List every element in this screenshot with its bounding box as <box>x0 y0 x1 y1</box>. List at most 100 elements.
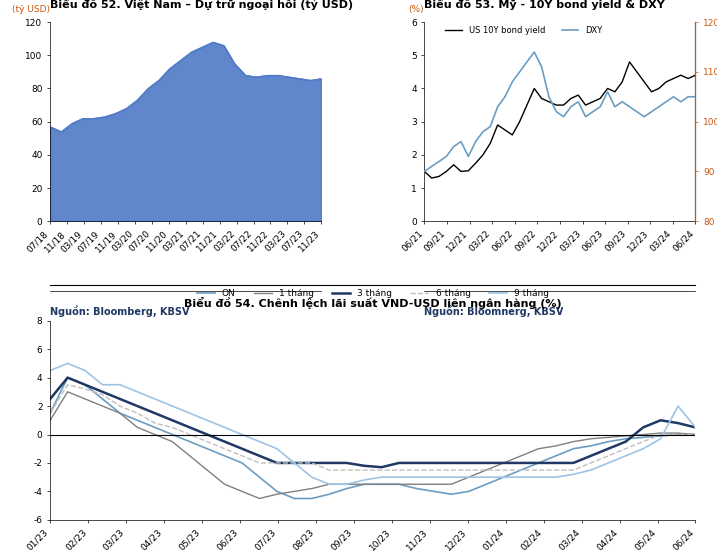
1 tháng <box>325 481 333 488</box>
9 tháng <box>151 395 159 402</box>
ON <box>412 485 421 492</box>
6 tháng <box>622 445 630 452</box>
9 tháng <box>186 410 194 416</box>
6 tháng <box>587 460 595 466</box>
6 tháng <box>115 403 124 409</box>
Legend: US 10Y bond yield, DXY: US 10Y bond yield, DXY <box>442 22 606 38</box>
Text: (tỷ USD): (tỷ USD) <box>12 5 50 14</box>
3 tháng <box>517 460 526 466</box>
9 tháng <box>569 471 578 478</box>
ON <box>272 488 281 495</box>
1 tháng <box>499 460 508 466</box>
ON <box>656 432 665 439</box>
ON <box>63 374 72 381</box>
9 tháng <box>220 424 229 431</box>
ON <box>622 435 630 442</box>
Line: ON: ON <box>50 378 695 498</box>
3 tháng <box>447 460 455 466</box>
ON <box>429 488 438 495</box>
Line: 9 tháng: 9 tháng <box>50 363 695 484</box>
6 tháng <box>168 424 176 431</box>
6 tháng <box>394 467 403 473</box>
9 tháng <box>394 474 403 481</box>
9 tháng <box>447 474 455 481</box>
3 tháng <box>255 452 264 459</box>
1 tháng <box>447 481 455 488</box>
9 tháng <box>63 360 72 367</box>
6 tháng <box>220 445 229 452</box>
9 tháng <box>115 382 124 388</box>
3 tháng <box>46 395 54 402</box>
9 tháng <box>46 367 54 374</box>
1 tháng <box>412 481 421 488</box>
ON <box>168 431 176 438</box>
6 tháng <box>343 467 351 473</box>
1 tháng <box>151 431 159 438</box>
1 tháng <box>394 481 403 488</box>
3 tháng <box>63 374 72 381</box>
9 tháng <box>98 382 107 388</box>
ON <box>133 417 142 424</box>
ON <box>46 410 54 416</box>
ON <box>255 474 264 481</box>
1 tháng <box>255 495 264 502</box>
Line: 3 tháng: 3 tháng <box>50 378 695 467</box>
9 tháng <box>465 474 473 481</box>
6 tháng <box>81 385 90 392</box>
9 tháng <box>133 389 142 395</box>
6 tháng <box>691 431 700 438</box>
Text: Biểu đồ 53. Mỹ - 10Y bond yield & DXY: Biểu đồ 53. Mỹ - 10Y bond yield & DXY <box>424 0 665 11</box>
9 tháng <box>639 445 647 452</box>
6 tháng <box>551 467 560 473</box>
3 tháng <box>691 424 700 431</box>
1 tháng <box>674 430 683 436</box>
ON <box>308 495 316 502</box>
ON <box>115 410 124 416</box>
1 tháng <box>534 445 543 452</box>
3 tháng <box>343 460 351 466</box>
6 tháng <box>639 439 647 445</box>
1 tháng <box>133 424 142 431</box>
9 tháng <box>499 474 508 481</box>
3 tháng <box>151 410 159 416</box>
1 tháng <box>377 481 386 488</box>
3 tháng <box>272 460 281 466</box>
Text: Nguồn: Bloomnerg, KBSV: Nguồn: Bloomnerg, KBSV <box>424 305 564 317</box>
ON <box>499 474 508 481</box>
1 tháng <box>115 410 124 416</box>
6 tháng <box>674 431 683 438</box>
6 tháng <box>429 467 438 473</box>
3 tháng <box>133 403 142 409</box>
3 tháng <box>360 462 369 469</box>
ON <box>447 491 455 498</box>
6 tháng <box>238 452 247 459</box>
ON <box>186 439 194 445</box>
3 tháng <box>622 439 630 445</box>
6 tháng <box>360 467 369 473</box>
3 tháng <box>482 460 490 466</box>
3 tháng <box>186 424 194 431</box>
3 tháng <box>394 460 403 466</box>
6 tháng <box>377 467 386 473</box>
ON <box>482 481 490 488</box>
6 tháng <box>46 410 54 416</box>
1 tháng <box>639 431 647 438</box>
3 tháng <box>639 424 647 431</box>
6 tháng <box>534 467 543 473</box>
Title: Biểu đồ 54. Chênh lệch lãi suất VND-USD liên ngân hàng (%): Biểu đồ 54. Chênh lệch lãi suất VND-USD … <box>184 297 561 309</box>
ON <box>534 460 543 466</box>
1 tháng <box>360 481 369 488</box>
1 tháng <box>272 491 281 498</box>
ON <box>569 445 578 452</box>
ON <box>360 481 369 488</box>
6 tháng <box>308 460 316 466</box>
ON <box>343 485 351 492</box>
1 tháng <box>691 431 700 438</box>
ON <box>394 481 403 488</box>
3 tháng <box>325 460 333 466</box>
6 tháng <box>290 460 299 466</box>
9 tháng <box>429 474 438 481</box>
9 tháng <box>656 435 665 442</box>
9 tháng <box>517 474 526 481</box>
9 tháng <box>255 439 264 445</box>
